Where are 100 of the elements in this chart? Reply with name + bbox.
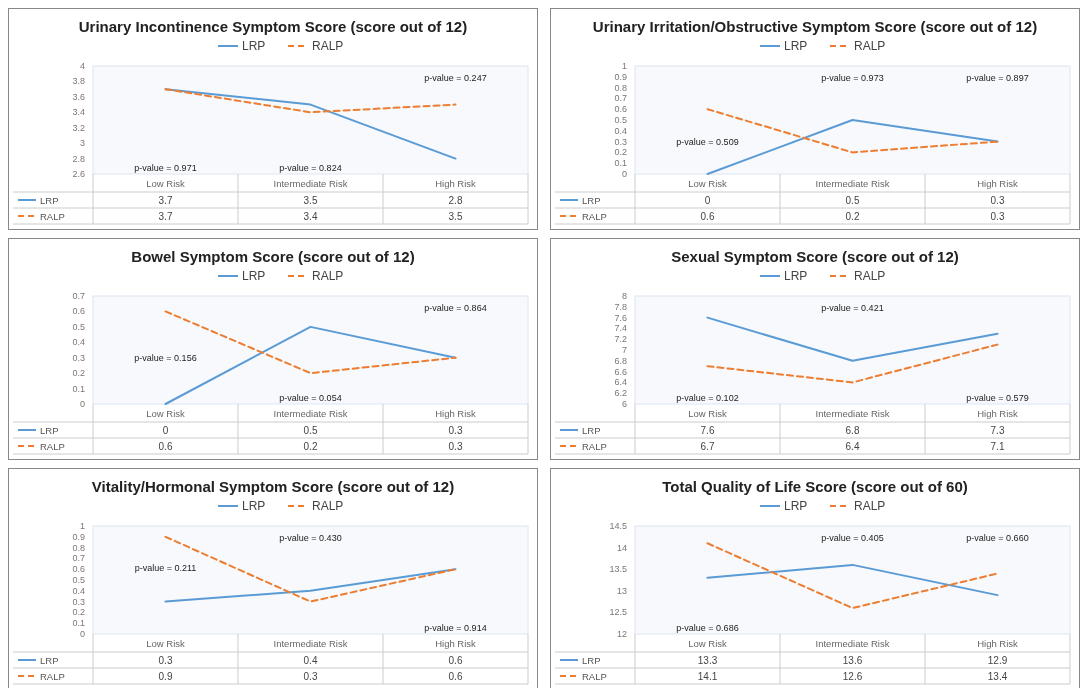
y-tick-label: 0.4 (72, 585, 85, 596)
legend-label: RALP (854, 499, 886, 513)
data-label: 3.4 (303, 210, 318, 222)
text: LRP (40, 194, 59, 206)
legend-label: RALP (312, 269, 344, 283)
text: LRP (582, 654, 601, 666)
y-tick-label: 0.3 (72, 596, 85, 607)
data-label: 13.4 (987, 670, 1008, 682)
y-tick-label: 0.5 (614, 115, 627, 125)
y-tick-label: 0.5 (72, 321, 85, 332)
y-tick-label: 1 (79, 521, 85, 531)
y-tick-label: 14.5 (609, 521, 627, 531)
y-tick-label: 0.8 (72, 542, 85, 553)
legend-label: RALP (312, 499, 344, 513)
data-label: 0.9 (158, 670, 173, 682)
y-tick-label: 0 (79, 629, 85, 639)
data-label: 0.3 (448, 440, 463, 452)
y-tick-label: 2.8 (72, 153, 85, 164)
y-tick-label: 0.7 (72, 291, 85, 301)
text: RALP (40, 670, 65, 682)
legend-label: RALP (854, 269, 886, 283)
y-tick-label: 0.2 (72, 368, 85, 379)
y-tick-label: 12 (616, 629, 627, 639)
x-tick-label: Intermediate Risk (815, 178, 890, 189)
y-tick-label: 0.9 (614, 71, 627, 82)
y-tick-label: 0.6 (72, 306, 85, 317)
annotation: p-value = 0.973 (821, 73, 884, 83)
data-label: 0.3 (303, 670, 318, 682)
data-label: 7.6 (700, 424, 715, 436)
legend-label: LRP (784, 39, 808, 53)
data-label: 12.9 (987, 654, 1008, 666)
text: LRP (40, 424, 59, 436)
data-label: 7.1 (990, 440, 1005, 452)
data-label: 0.6 (700, 210, 715, 222)
annotation: p-value = 0.247 (424, 73, 487, 83)
x-tick-label: High Risk (977, 178, 1019, 189)
data-label: 0.3 (158, 654, 173, 666)
y-tick-label: 8 (621, 291, 627, 301)
y-tick-label: 13.5 (609, 564, 627, 575)
y-tick-label: 7.4 (614, 323, 627, 334)
legend-label: LRP (784, 269, 808, 283)
text: LRP (582, 424, 601, 436)
y-tick-label: 0.6 (72, 564, 85, 575)
data-label: 0.4 (303, 654, 318, 666)
data-label: 12.6 (842, 670, 863, 682)
data-label: 0 (162, 424, 169, 436)
legend-label: RALP (312, 39, 344, 53)
legend-label: LRP (242, 499, 266, 513)
annotation: p-value = 0.579 (966, 393, 1029, 403)
y-tick-label: 13 (616, 585, 627, 596)
x-tick-label: High Risk (977, 638, 1019, 649)
legend-label: LRP (242, 39, 266, 53)
data-label: 13.6 (842, 654, 863, 666)
y-tick-label: 1 (621, 61, 627, 71)
y-tick-label: 0.3 (614, 136, 627, 147)
annotation: p-value = 0.211 (134, 563, 197, 573)
data-label: 0.2 (845, 210, 860, 222)
y-tick-label: 6.8 (614, 355, 627, 366)
annotation: p-value = 0.156 (134, 353, 197, 363)
y-tick-label: 12.5 (609, 607, 627, 618)
annotation: p-value = 0.054 (279, 393, 342, 403)
data-label: 13.3 (697, 654, 718, 666)
y-tick-label: 0.1 (72, 383, 85, 394)
x-tick-label: Low Risk (146, 178, 186, 189)
x-tick-label: High Risk (435, 638, 477, 649)
data-label: 0.3 (448, 424, 463, 436)
y-tick-label: 0.1 (614, 158, 627, 169)
y-tick-label: 6 (621, 399, 627, 409)
y-tick-label: 6.2 (614, 388, 627, 399)
text: LRP (582, 194, 601, 206)
y-tick-label: 0.2 (614, 147, 627, 158)
y-tick-label: 7.6 (614, 312, 627, 323)
y-tick-label: 3.8 (72, 76, 85, 87)
legend-label: LRP (242, 269, 266, 283)
y-tick-label: 0 (621, 169, 627, 179)
data-label: 3.7 (158, 194, 173, 206)
x-tick-label: Low Risk (688, 408, 728, 419)
legend-label: RALP (854, 39, 886, 53)
annotation: p-value = 0.971 (134, 163, 197, 173)
data-label: 0.2 (303, 440, 318, 452)
text: RALP (40, 210, 65, 222)
data-label: 3.5 (303, 194, 318, 206)
data-label: 0.6 (448, 654, 463, 666)
chart-title: Bowel Symptom Score (score out of 12) (131, 248, 415, 265)
data-label: 6.7 (700, 440, 715, 452)
y-tick-label: 7 (621, 345, 627, 355)
data-label: 6.4 (845, 440, 860, 452)
x-tick-label: Intermediate Risk (273, 408, 348, 419)
data-label: 0.6 (158, 440, 173, 452)
y-tick-label: 0.3 (72, 352, 85, 363)
chart-title: Vitality/Hormonal Symptom Score (score out of 12) (91, 478, 455, 495)
text: RALP (582, 670, 607, 682)
x-tick-label: Low Risk (688, 638, 728, 649)
data-label: 0.5 (845, 194, 860, 206)
x-tick-label: Intermediate Risk (273, 638, 348, 649)
y-tick-label: 4 (79, 61, 85, 71)
y-tick-label: 0.5 (72, 575, 85, 585)
y-tick-label: 3.2 (72, 122, 85, 133)
chart-title: Urinary Incontinence Symptom Score (score out of 12) (78, 18, 468, 35)
y-tick-label: 0.4 (614, 125, 627, 136)
